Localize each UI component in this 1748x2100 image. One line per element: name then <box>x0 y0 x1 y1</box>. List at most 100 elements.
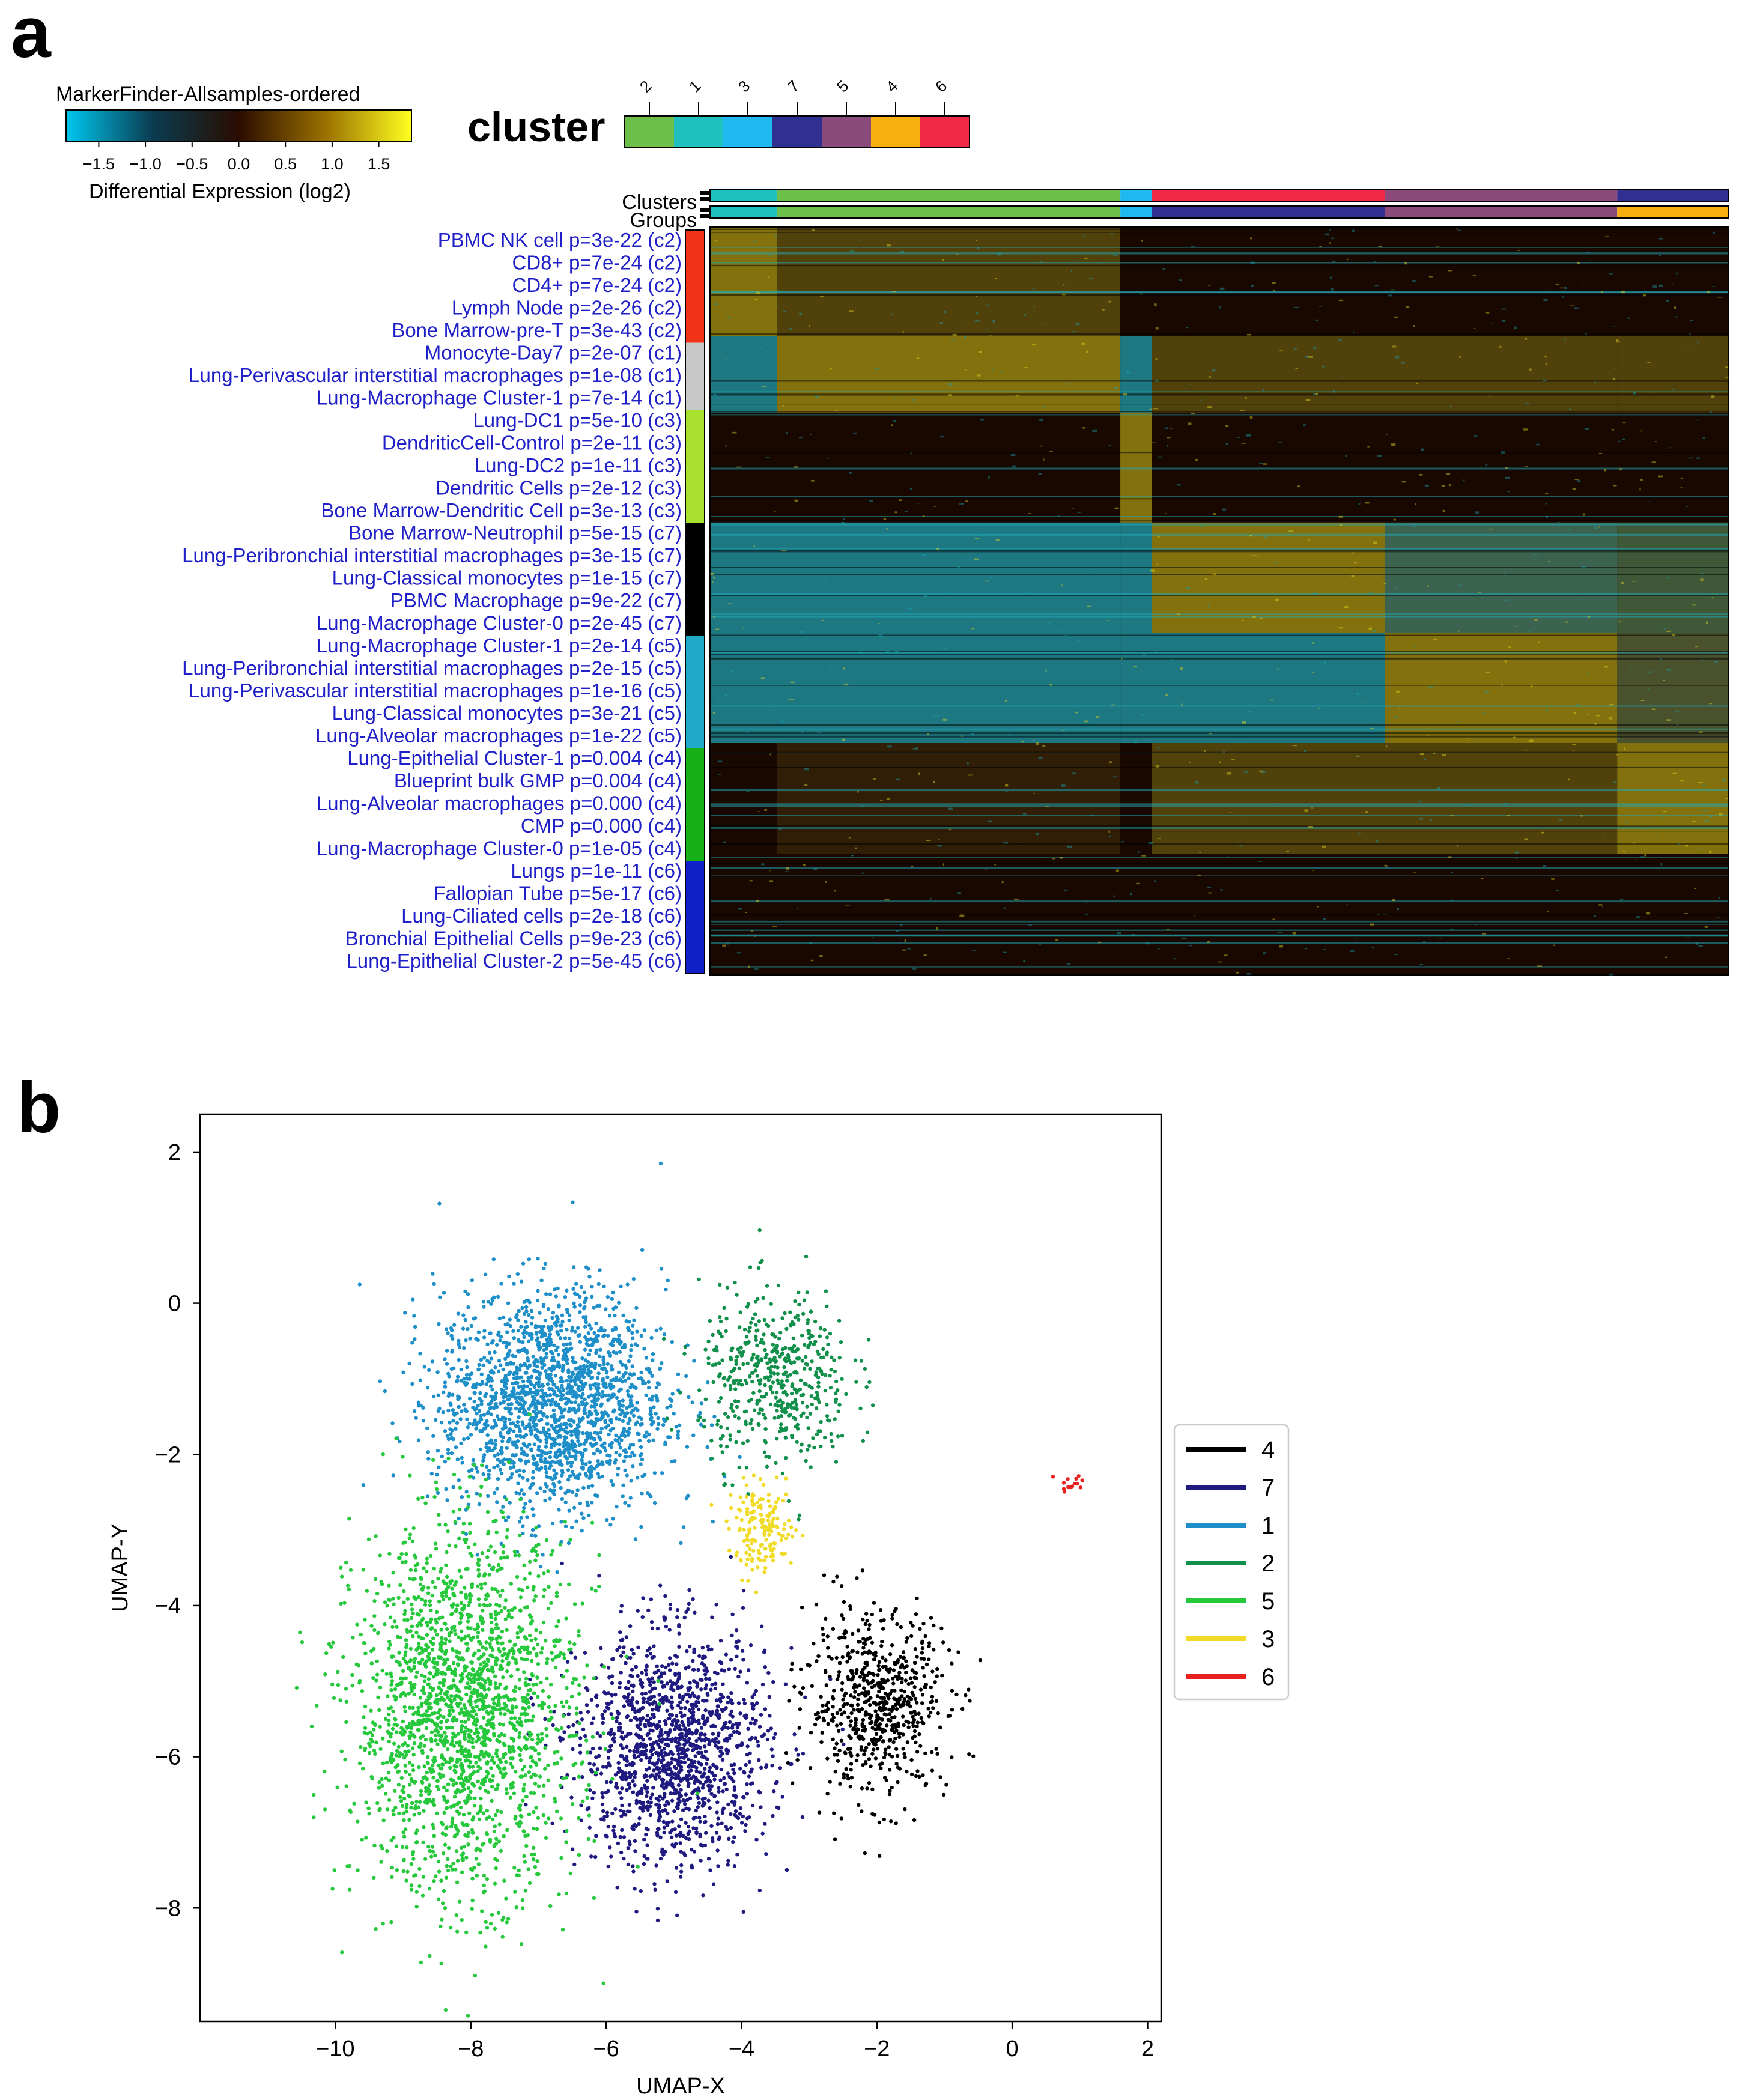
scatter-point-1 <box>557 1305 561 1309</box>
heatmap-noise-mark <box>1569 408 1571 410</box>
scatter-point-4 <box>946 1714 950 1719</box>
scatter-point-7 <box>600 1802 605 1807</box>
scatter-point-1 <box>474 1337 478 1341</box>
heatmap-noise-mark <box>1616 754 1618 756</box>
scatter-point-1 <box>435 1473 439 1477</box>
heatmap-noise-mark <box>1433 752 1436 754</box>
heatmap-noise-mark <box>1604 469 1606 472</box>
scatter-point-1 <box>539 1459 544 1464</box>
heatmap-noise-mark <box>1249 535 1252 537</box>
scatter-point-7 <box>663 1719 667 1723</box>
scatter-point-7 <box>638 1806 642 1810</box>
scatter-point-1 <box>447 1374 451 1379</box>
scatter-point-7 <box>702 1744 707 1749</box>
scatter-point-7 <box>678 1800 682 1804</box>
heatmap-noise-mark <box>1331 237 1335 239</box>
scatter-point-1 <box>462 1376 466 1381</box>
scatter-point-7 <box>741 1658 745 1662</box>
scatter-point-1 <box>635 1420 640 1424</box>
heatmap-noise-mark <box>1083 234 1085 237</box>
scatter-point-1 <box>463 1317 467 1322</box>
scatter-point-1 <box>614 1416 619 1421</box>
scatter-point-4 <box>798 1690 802 1695</box>
scatter-point-1 <box>545 1394 549 1398</box>
scatter-point-7 <box>762 1650 766 1654</box>
scatter-point-7 <box>571 1723 575 1728</box>
scatter-point-7 <box>732 1730 736 1734</box>
scatter-point-1 <box>631 1443 636 1447</box>
scatter-point-4 <box>847 1734 851 1738</box>
heatmap-noise-mark <box>1166 929 1170 930</box>
scatter-point-1 <box>455 1457 460 1461</box>
scatter-point-7 <box>638 1744 642 1749</box>
row-label: Lung-DC1 p=5e-10 (c3) <box>473 409 682 431</box>
heatmap-noise-mark <box>1150 569 1155 572</box>
heatmap-noise-mark <box>1390 289 1395 291</box>
heatmap-noise-mark <box>794 466 798 468</box>
heatmap-noise-mark <box>1418 801 1423 803</box>
heatmap-noise-mark <box>1157 535 1160 538</box>
scatter-point-7 <box>641 1596 645 1600</box>
heatmap-noise-mark <box>834 890 836 892</box>
heatmap-noise-mark <box>849 250 855 252</box>
scatter-point-1 <box>542 1489 547 1494</box>
scatter-point-4 <box>905 1694 909 1699</box>
cluster-label-5: 5 <box>833 77 852 96</box>
scatter-point-4 <box>856 1803 861 1807</box>
scatter-point-7 <box>550 1821 554 1825</box>
scatter-point-7 <box>609 1712 613 1716</box>
scatter-point-7 <box>679 1817 684 1821</box>
heatmap-block-c2 <box>1617 227 1728 336</box>
scatter-point-4 <box>887 1738 891 1743</box>
scatter-point-7 <box>610 1811 615 1816</box>
scatter-point-1 <box>554 1451 558 1456</box>
heatmap-noise-mark <box>1270 699 1273 701</box>
scatter-point-1 <box>536 1453 541 1458</box>
scatter-point-1 <box>628 1496 633 1500</box>
row-label: Lung-Epithelial Cluster-2 p=5e-45 (c6) <box>346 950 682 972</box>
scatter-point-1 <box>515 1439 520 1443</box>
scatter-point-4 <box>872 1601 876 1605</box>
scatter-point-1 <box>590 1284 594 1289</box>
scatter-point-4 <box>908 1676 913 1680</box>
scatter-point-1 <box>541 1391 545 1395</box>
scatter-point-1 <box>553 1460 557 1465</box>
scatter-point-4 <box>842 1710 846 1714</box>
scatter-point-7 <box>713 1686 717 1691</box>
heatmap-noise-mark <box>1380 675 1382 677</box>
heatmap-noise-mark <box>900 924 903 926</box>
heatmap-noise-mark <box>1063 284 1065 286</box>
scatter-point-1 <box>609 1479 614 1484</box>
scatter-point-4 <box>825 1634 830 1639</box>
scatter-point-4 <box>894 1762 899 1766</box>
heatmap-noise-mark <box>1319 246 1322 247</box>
heatmap-noise-mark <box>1165 593 1171 595</box>
heatmap-noise-mark <box>1251 284 1254 287</box>
scatter-point-7 <box>642 1837 646 1842</box>
scatter-point-7 <box>721 1695 726 1699</box>
scatter-point-7 <box>651 1786 655 1790</box>
scatter-point-7 <box>698 1678 702 1682</box>
heatmap-noise-mark <box>1643 294 1646 297</box>
scatter-point-7 <box>675 1607 680 1612</box>
heatmap-noise-mark <box>1219 306 1221 309</box>
scatter-point-7 <box>679 1765 684 1769</box>
scatter-point-1 <box>466 1326 470 1331</box>
scatter-point-1 <box>627 1427 631 1431</box>
scatter-point-4 <box>900 1677 904 1681</box>
heatmap-noise-mark <box>1002 951 1007 953</box>
scatter-point-7 <box>669 1704 673 1708</box>
scatter-point-1 <box>651 1352 655 1356</box>
scatter-point-1 <box>564 1347 568 1351</box>
scatter-point-4 <box>893 1702 898 1707</box>
scatter-point-1 <box>586 1503 590 1508</box>
scatter-point-7 <box>613 1807 618 1812</box>
scatter-point-1 <box>699 1422 703 1427</box>
scatter-point-1 <box>562 1440 566 1445</box>
scatter-point-4 <box>815 1717 819 1721</box>
scatter-point-7 <box>692 1816 696 1821</box>
scatter-point-7 <box>708 1740 712 1744</box>
heatmap-noise-mark <box>1352 331 1355 334</box>
heatmap-noise-mark <box>951 339 956 341</box>
